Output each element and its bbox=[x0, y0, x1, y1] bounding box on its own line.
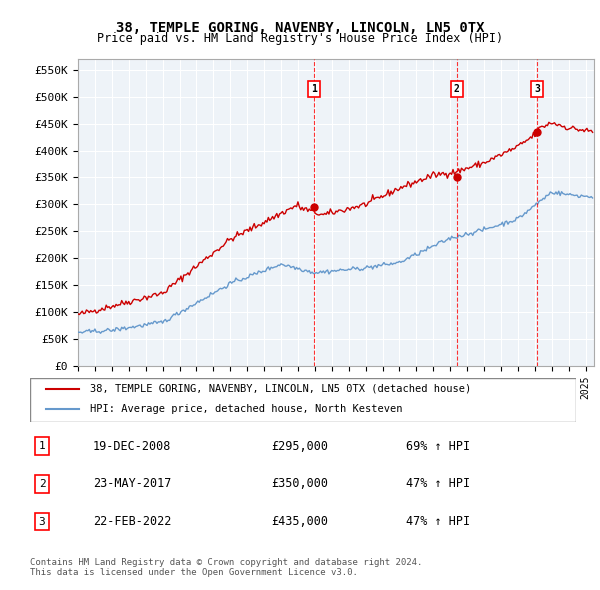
Text: £295,000: £295,000 bbox=[271, 440, 329, 453]
Text: 22-FEB-2022: 22-FEB-2022 bbox=[93, 515, 171, 528]
Text: 19-DEC-2008: 19-DEC-2008 bbox=[93, 440, 171, 453]
Text: £350,000: £350,000 bbox=[271, 477, 329, 490]
Text: 47% ↑ HPI: 47% ↑ HPI bbox=[406, 477, 470, 490]
Text: Price paid vs. HM Land Registry's House Price Index (HPI): Price paid vs. HM Land Registry's House … bbox=[97, 32, 503, 45]
Text: 38, TEMPLE GORING, NAVENBY, LINCOLN, LN5 0TX: 38, TEMPLE GORING, NAVENBY, LINCOLN, LN5… bbox=[116, 21, 484, 35]
Text: 1: 1 bbox=[311, 84, 317, 94]
Text: Contains HM Land Registry data © Crown copyright and database right 2024.
This d: Contains HM Land Registry data © Crown c… bbox=[30, 558, 422, 577]
Text: £435,000: £435,000 bbox=[271, 515, 329, 528]
Text: 69% ↑ HPI: 69% ↑ HPI bbox=[406, 440, 470, 453]
Text: 2: 2 bbox=[38, 479, 46, 489]
Text: 3: 3 bbox=[38, 517, 46, 526]
Text: 38, TEMPLE GORING, NAVENBY, LINCOLN, LN5 0TX (detached house): 38, TEMPLE GORING, NAVENBY, LINCOLN, LN5… bbox=[90, 384, 472, 394]
Text: 1: 1 bbox=[38, 441, 46, 451]
Text: 23-MAY-2017: 23-MAY-2017 bbox=[93, 477, 171, 490]
FancyBboxPatch shape bbox=[30, 378, 576, 422]
Text: 2: 2 bbox=[454, 84, 460, 94]
Text: 3: 3 bbox=[534, 84, 540, 94]
Text: 47% ↑ HPI: 47% ↑ HPI bbox=[406, 515, 470, 528]
Text: HPI: Average price, detached house, North Kesteven: HPI: Average price, detached house, Nort… bbox=[90, 405, 403, 414]
